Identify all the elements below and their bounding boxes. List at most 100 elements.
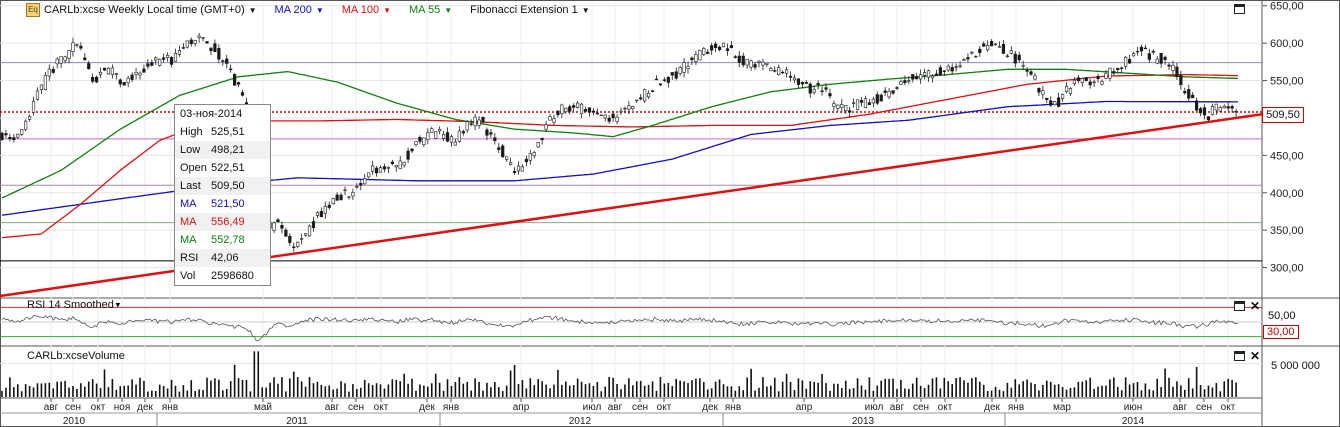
month-label: янв <box>162 402 178 413</box>
candle-body <box>958 65 962 67</box>
candle-body <box>844 105 848 112</box>
candle-body <box>903 80 907 84</box>
month-label: авг <box>890 402 905 413</box>
candle-body <box>87 63 91 70</box>
candle-body <box>800 82 804 85</box>
candle-body <box>1120 67 1124 69</box>
info-key: RSI <box>180 252 199 264</box>
candle-body <box>1139 46 1144 52</box>
month-label: авг <box>325 402 340 413</box>
volume-pane-close-icon[interactable]: ✕ <box>1250 349 1261 363</box>
month-label: сен <box>65 402 81 413</box>
candle-body <box>1108 67 1112 79</box>
volume-pane-maximize-icon[interactable] <box>1234 351 1245 361</box>
candle-body <box>1206 116 1211 121</box>
price-pane-maximize-icon[interactable] <box>1234 4 1245 14</box>
symbol-dropdown-icon[interactable]: ▼ <box>248 5 257 15</box>
candle-body <box>319 211 323 218</box>
candle-body <box>1072 79 1077 85</box>
candle-body <box>138 72 142 76</box>
candle-body <box>323 206 327 214</box>
year-label: 2014 <box>1122 416 1145 427</box>
candle-body <box>493 137 497 142</box>
candle-body <box>832 103 836 107</box>
candle-body <box>820 90 824 92</box>
ma55-line <box>1 68 1239 199</box>
info-key: MA <box>180 234 197 246</box>
candle-body <box>1191 94 1195 99</box>
ma55-label[interactable]: MA 55 <box>409 4 441 16</box>
candle-body <box>386 167 390 169</box>
candle-body <box>158 58 162 66</box>
candle-body <box>497 147 501 150</box>
candle-body <box>1088 81 1092 86</box>
candle-body <box>938 67 942 76</box>
symbol-title[interactable]: CARLb:xcse Weekly Local time (GMT+0) <box>44 4 245 16</box>
candle-body <box>1033 75 1037 80</box>
candle-body <box>1143 47 1147 50</box>
candle-body <box>646 92 651 98</box>
ma100-dropdown-icon[interactable]: ▼ <box>383 5 391 15</box>
candle-body <box>189 39 193 45</box>
candle-body <box>694 54 698 62</box>
info-row: RSI 42,06 <box>175 249 270 267</box>
ma200-dropdown-icon[interactable]: ▼ <box>315 5 324 15</box>
candle-body <box>457 130 461 142</box>
candle-body <box>552 118 556 123</box>
candle-body <box>1226 106 1230 109</box>
candle-body <box>639 97 643 100</box>
fib-label[interactable]: Fibonacci Extension 1 <box>470 4 578 16</box>
candle-body <box>142 68 146 73</box>
fib-dropdown-icon[interactable]: ▼ <box>581 5 590 15</box>
candle-body <box>911 74 915 80</box>
candle-body <box>1053 101 1057 106</box>
candle-body <box>118 79 122 85</box>
month-label: окт <box>1221 402 1236 413</box>
candle-body <box>197 35 201 38</box>
rsi-pane-maximize-icon[interactable] <box>1234 301 1245 311</box>
candle-body <box>367 172 371 178</box>
candle-body <box>556 110 560 116</box>
rsi-level-hi: 50,00 <box>1268 310 1296 322</box>
candle-body <box>670 72 674 76</box>
rsi-pane-close-icon[interactable]: ✕ <box>1250 299 1261 313</box>
info-value: 509,50 <box>211 180 245 192</box>
candle-body <box>410 148 414 152</box>
candle-body <box>162 57 166 60</box>
candle-body <box>473 116 477 127</box>
ma55-dropdown-icon[interactable]: ▼ <box>444 5 453 15</box>
rsi-dropdown-icon[interactable]: ▼ <box>113 300 122 310</box>
info-value: 2598680 <box>211 270 254 282</box>
candle-body <box>777 67 781 75</box>
instrument-icon[interactable]: Eq <box>26 3 40 17</box>
candle-body <box>603 114 607 119</box>
ma200-label[interactable]: MA 200 <box>274 4 312 16</box>
candle-body <box>4 133 8 136</box>
candle-body <box>1202 107 1207 116</box>
candle-body <box>418 136 422 142</box>
candle-body <box>650 90 655 92</box>
candle-body <box>926 70 931 78</box>
candle-body <box>95 76 99 83</box>
candle-body <box>1210 106 1215 115</box>
candle-body <box>221 60 225 62</box>
candle-body <box>974 55 978 58</box>
candle-body <box>63 56 67 61</box>
candle-body <box>729 45 733 49</box>
candle-body <box>225 58 229 64</box>
candle-body <box>568 106 572 112</box>
candle-body <box>1135 50 1140 53</box>
chart-header: Eq CARLb:xcse Weekly Local time (GMT+0) … <box>26 2 590 18</box>
price-tick-label: 450,00 <box>1270 150 1304 162</box>
month-label: апр <box>513 402 530 413</box>
month-label: сен <box>913 402 929 413</box>
ma100-label[interactable]: MA 100 <box>341 4 380 16</box>
info-value: 498,21 <box>211 144 245 156</box>
info-row: MA 521,50 <box>175 195 270 213</box>
candle-body <box>883 90 887 93</box>
candle-body <box>808 83 812 94</box>
candle-body <box>512 171 517 174</box>
volume-pane-label-text: CARLb:xcseVolume <box>27 350 125 362</box>
month-label: мар <box>1053 402 1071 413</box>
